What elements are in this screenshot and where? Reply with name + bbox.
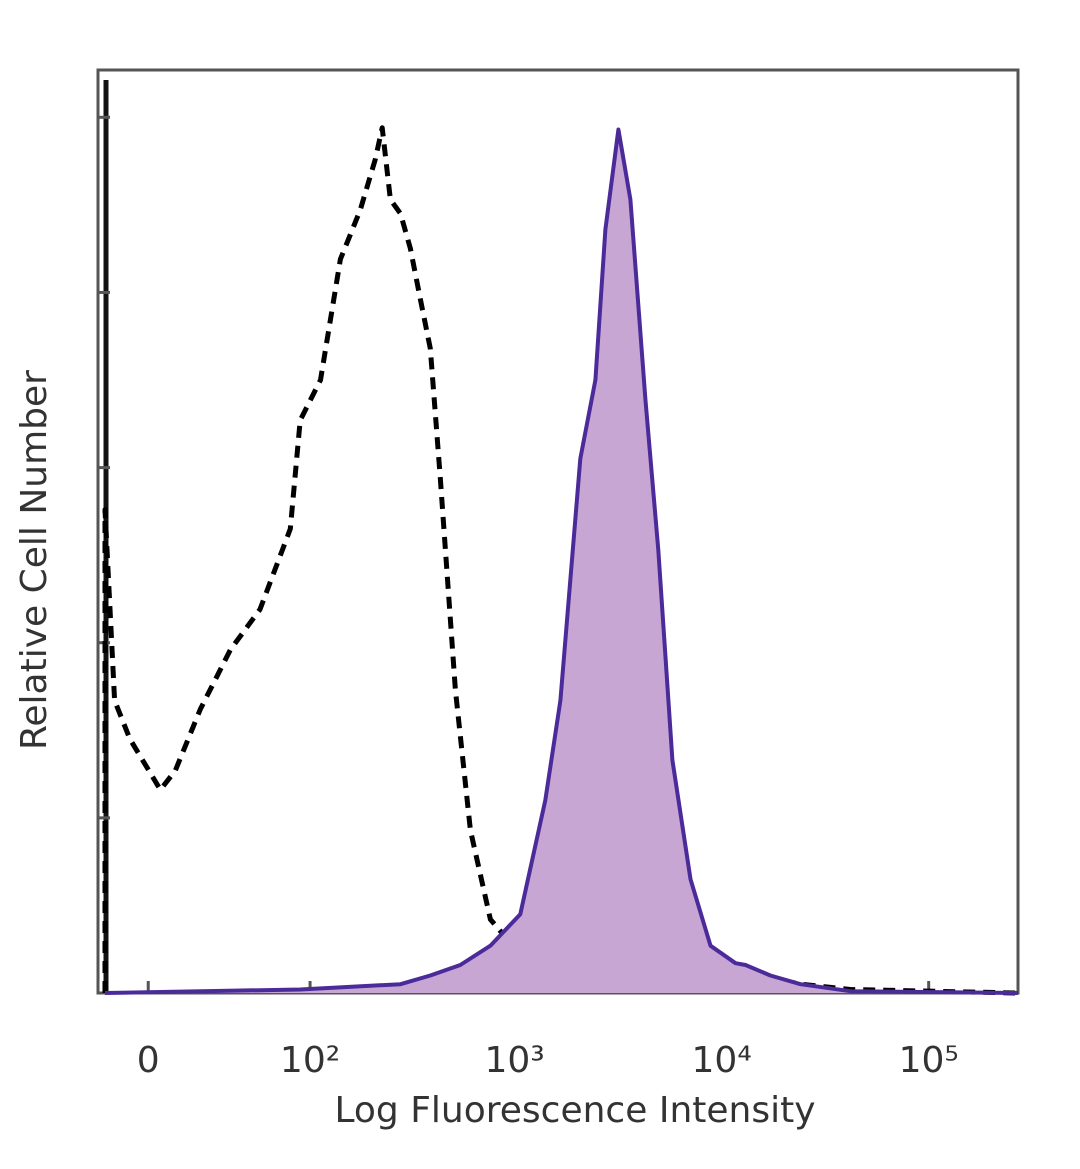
histogram-curve — [102, 125, 1019, 996]
y-axis-title: Relative Cell Number — [14, 370, 55, 750]
x-tick-label: 10³ — [485, 1040, 545, 1081]
x-tick-label: 10² — [280, 1040, 340, 1081]
x-tick-label: 10⁴ — [692, 1040, 752, 1081]
x-tick-label: 10⁵ — [899, 1040, 959, 1081]
x-tick-label: 0 — [137, 1040, 160, 1081]
histogram-curve — [104, 127, 1019, 995]
x-axis-title: Log Fluorescence Intensity — [334, 1090, 815, 1131]
